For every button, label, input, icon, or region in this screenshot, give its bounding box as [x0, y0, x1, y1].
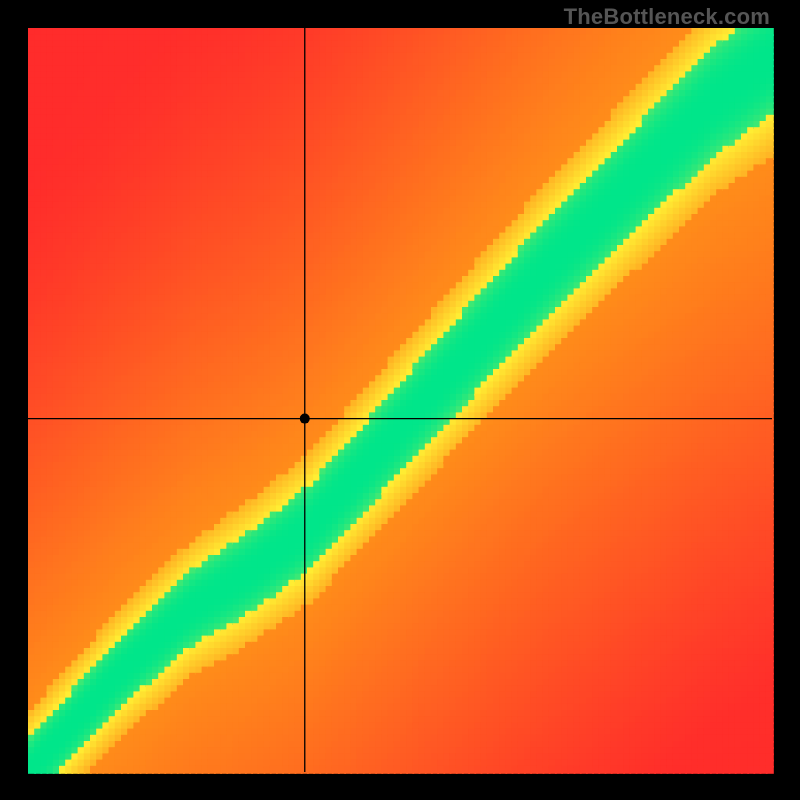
watermark-text: TheBottleneck.com: [564, 4, 770, 30]
overlay-canvas: [0, 0, 800, 800]
chart-container: TheBottleneck.com: [0, 0, 800, 800]
